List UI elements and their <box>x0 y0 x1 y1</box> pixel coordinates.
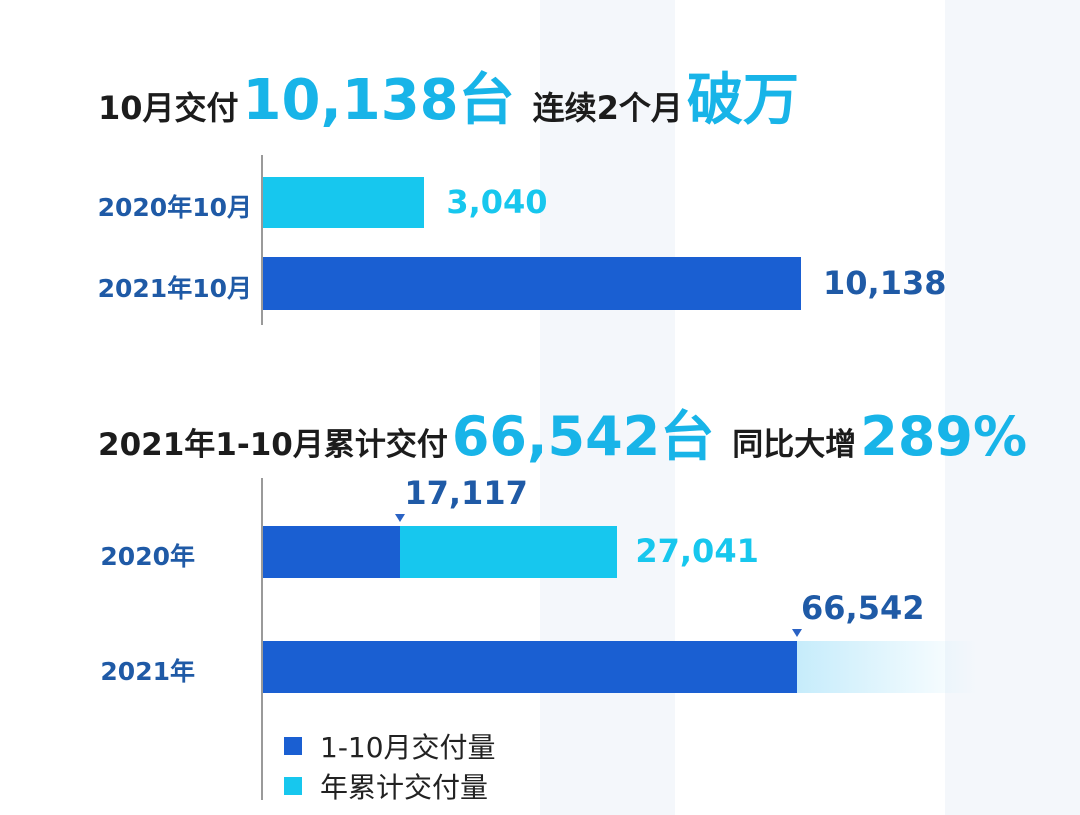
headline-1-part-3: 连续2个月 <box>532 89 683 127</box>
marker-triangle <box>395 514 406 522</box>
data-label: 66,542 <box>801 589 925 627</box>
data-label: 3,040 <box>446 182 548 221</box>
bar-fade <box>797 641 977 693</box>
data-label: 10,138 <box>823 263 947 302</box>
data-label: 27,041 <box>635 532 759 570</box>
headline-2-part-1: 2021年1-10月累计交付 <box>98 427 448 463</box>
headline-2-part-3: 同比大增 <box>732 427 857 463</box>
legend-item-1: 1-10月交付量 <box>284 726 496 766</box>
bar <box>400 526 618 578</box>
category-label: 2021年10月 <box>97 273 252 303</box>
bar <box>263 257 801 310</box>
marker-triangle <box>792 629 802 637</box>
headline-1-part-1: 10月交付 <box>98 89 239 127</box>
legend-swatch-dark <box>284 737 302 755</box>
headline-2-part-2: 66,542台 <box>451 405 715 468</box>
headline-2-part-4: 289% <box>860 405 1028 468</box>
legend-swatch-cyan <box>284 777 302 795</box>
chart-2-axis <box>261 478 263 800</box>
headline-2: 2021年1-10月累计交付 66,542台 同比大增 289% <box>98 392 1027 471</box>
category-label: 2021年 <box>100 657 195 686</box>
bar <box>263 641 797 693</box>
headline-1: 10月交付 10,138台 连续2个月 破万 <box>98 55 799 136</box>
legend-label-2: 年累计交付量 <box>320 771 489 804</box>
headline-1-part-2: 10,138台 <box>242 68 515 133</box>
headline-1-part-4: 破万 <box>686 68 799 133</box>
category-label: 2020年10月 <box>97 192 252 222</box>
legend-item-2: 年累计交付量 <box>284 766 488 806</box>
data-label: 17,117 <box>404 474 528 512</box>
category-label: 2020年 <box>100 542 195 571</box>
bar <box>263 177 425 228</box>
bar <box>263 526 401 578</box>
chart-1-axis <box>261 155 263 325</box>
legend-label-1: 1-10月交付量 <box>320 731 496 764</box>
